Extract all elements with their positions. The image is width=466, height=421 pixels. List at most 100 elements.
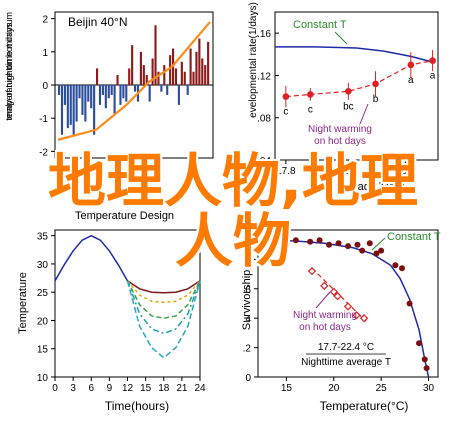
x-tick-label: 21 xyxy=(176,383,188,394)
temperature-series-line xyxy=(127,280,201,294)
significance-letter: c xyxy=(308,104,313,115)
x-axis-label: Daily average T(°C) xyxy=(309,181,406,193)
panel-temperature-design: 35 30 25 20 15 100 3 6 9 12 15 18 21 24 Temperature De… xyxy=(17,210,206,413)
label-constant-t: Constant T xyxy=(293,19,347,31)
anomaly-bar xyxy=(101,85,104,95)
y-tick-label: .2 xyxy=(243,344,252,355)
constant-t-curve xyxy=(275,46,436,64)
label-nighttime-average: Nighttime average T xyxy=(301,357,391,368)
significance-letter: a xyxy=(408,75,414,86)
anomaly-bar xyxy=(139,51,142,85)
survivorship-dot xyxy=(269,237,276,244)
night-warming-trend xyxy=(311,267,367,322)
y-tick-label: 25 xyxy=(37,288,49,299)
x-tick-label: 26.6 xyxy=(396,166,416,177)
location-annotation: Beijin 40°N xyxy=(68,15,128,29)
y-tick-label: 2 xyxy=(42,15,48,26)
significance-letter: a xyxy=(430,71,436,82)
anomaly-bar xyxy=(90,85,93,109)
night-warming-diamond xyxy=(359,314,369,323)
y-tick-label: -1 xyxy=(39,114,48,125)
y-tick-label: .8 xyxy=(243,255,252,266)
x-tick-label: 3 xyxy=(70,383,76,394)
arrow-night-warming xyxy=(359,103,369,125)
y-axis-label: temperature on hot days xyxy=(4,23,14,121)
anomaly-bar xyxy=(204,65,207,85)
anomaly-bar xyxy=(142,65,145,85)
anomaly-bar xyxy=(93,85,96,135)
anomaly-bar xyxy=(113,85,116,115)
x-tick-label: 15 xyxy=(140,383,152,394)
anomaly-bar xyxy=(160,85,163,92)
temperature-series-line xyxy=(126,280,201,359)
x-tick-label: 0 xyxy=(52,383,58,394)
survivorship-dot xyxy=(307,238,314,245)
trend-line xyxy=(57,21,211,141)
anomaly-bar xyxy=(96,68,99,85)
y-tick-label: 20 xyxy=(37,316,49,327)
data-point xyxy=(307,91,314,98)
anomaly-bar xyxy=(119,85,122,105)
y-tick-label: 30 xyxy=(37,260,49,271)
plot-frame xyxy=(274,11,439,161)
night-warming-diamond xyxy=(307,267,317,276)
survivorship-dot xyxy=(326,241,333,248)
data-point xyxy=(407,61,415,69)
label-night-warming: Night warming xyxy=(308,124,372,135)
temperature-series-line xyxy=(54,234,129,282)
arrow-night-warming xyxy=(315,291,331,309)
constant-t-curve xyxy=(267,239,430,378)
survivorship-dot xyxy=(378,247,385,254)
label-night-warming: Night warming xyxy=(293,310,357,321)
y-axis-label: maly of nighttime minimum xyxy=(4,12,14,119)
anomaly-bar xyxy=(72,85,75,135)
anomaly-bar xyxy=(189,48,192,85)
y-tick-label: 35 xyxy=(37,232,49,243)
survivorship-dot xyxy=(354,241,361,248)
label-constant-t: Constant T xyxy=(387,231,441,243)
anomaly-bar xyxy=(78,85,81,99)
anomaly-bar xyxy=(207,41,210,85)
data-point xyxy=(345,87,352,95)
survivorship-dot xyxy=(399,265,405,272)
night-warming-diamond xyxy=(329,287,338,296)
survivorship-dot xyxy=(416,340,423,347)
y-tick-label: -2 xyxy=(39,147,48,158)
anomaly-bar xyxy=(60,85,64,135)
anomaly-bar xyxy=(198,38,201,85)
panel-survivorship: .8 .6 .4 .2 0 15 20 25 30 Constant T Night warming… xyxy=(241,229,441,413)
x-axis-label: Temperature(°C) xyxy=(320,399,409,413)
anomaly-bar xyxy=(174,68,178,85)
survivorship-dot xyxy=(275,235,282,242)
night-warming-line xyxy=(285,60,433,98)
x-axis-label: Time(hours) xyxy=(105,399,169,413)
survivorship-dot xyxy=(366,240,373,247)
y-axis-label: Temperature xyxy=(17,272,29,334)
significance-letter: bc xyxy=(343,101,354,112)
anomaly-bar xyxy=(183,71,186,85)
plot-frame xyxy=(257,229,439,378)
anomaly-bar xyxy=(169,55,172,85)
x-tick-label: 30 xyxy=(423,383,435,394)
anomaly-bar xyxy=(81,85,84,115)
anomaly-bar xyxy=(201,58,204,85)
label-night-warming: on hot days xyxy=(314,136,366,147)
anomaly-bar xyxy=(58,85,61,95)
anomaly-bar xyxy=(195,51,198,85)
survivorship-dot xyxy=(406,300,413,307)
y-tick-label: .08 xyxy=(257,114,271,125)
survivorship-dot xyxy=(345,243,351,250)
anomaly-bar xyxy=(125,85,128,102)
anomaly-bar xyxy=(69,85,72,125)
anomaly-bar xyxy=(98,85,102,105)
anomaly-bar xyxy=(122,85,125,99)
data-point xyxy=(429,57,436,64)
y-tick-label: .4 xyxy=(243,314,252,325)
y-tick-label: .04 xyxy=(257,156,271,167)
anomaly-bar xyxy=(180,61,183,85)
survivorship-dot xyxy=(373,250,380,257)
x-tick-label: 9 xyxy=(107,383,113,394)
survivorship-dot xyxy=(292,237,299,244)
anomaly-bar xyxy=(63,85,66,105)
